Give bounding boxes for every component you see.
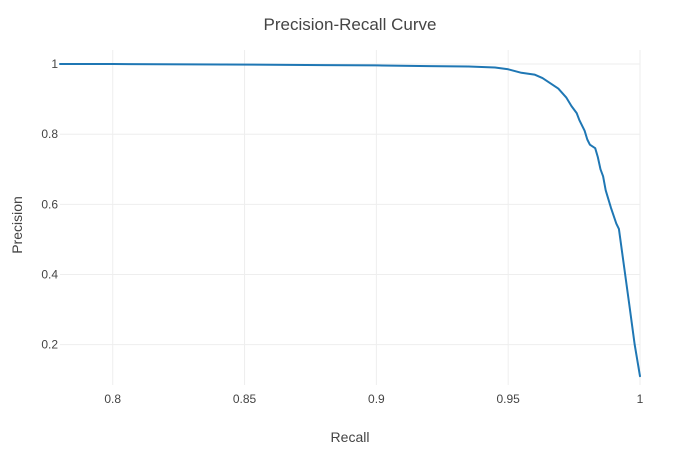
x-tick-label: 0.85 — [233, 392, 257, 406]
x-tick-label: 0.8 — [104, 392, 121, 406]
chart-title: Precision-Recall Curve — [264, 15, 437, 34]
x-tick-label: 0.9 — [368, 392, 385, 406]
grid-layer — [60, 50, 641, 385]
x-axis-title: Recall — [331, 429, 370, 445]
x-tick-labels: 0.8 0.85 0.9 0.95 1 — [104, 392, 643, 406]
x-tick-label: 0.95 — [497, 392, 521, 406]
x-tick-label: 1 — [637, 392, 644, 406]
y-tick-label: 1 — [51, 57, 58, 71]
y-tick-label: 0.6 — [41, 197, 58, 211]
series-layer — [59, 63, 641, 378]
y-axis-title: Precision — [9, 196, 25, 254]
y-tick-label: 0.2 — [41, 338, 58, 352]
y-tick-label: 0.8 — [41, 127, 58, 141]
y-tick-label: 0.4 — [41, 268, 58, 282]
precision-recall-line — [59, 63, 641, 378]
y-tick-labels: 0.2 0.4 0.6 0.8 1 — [41, 57, 58, 352]
